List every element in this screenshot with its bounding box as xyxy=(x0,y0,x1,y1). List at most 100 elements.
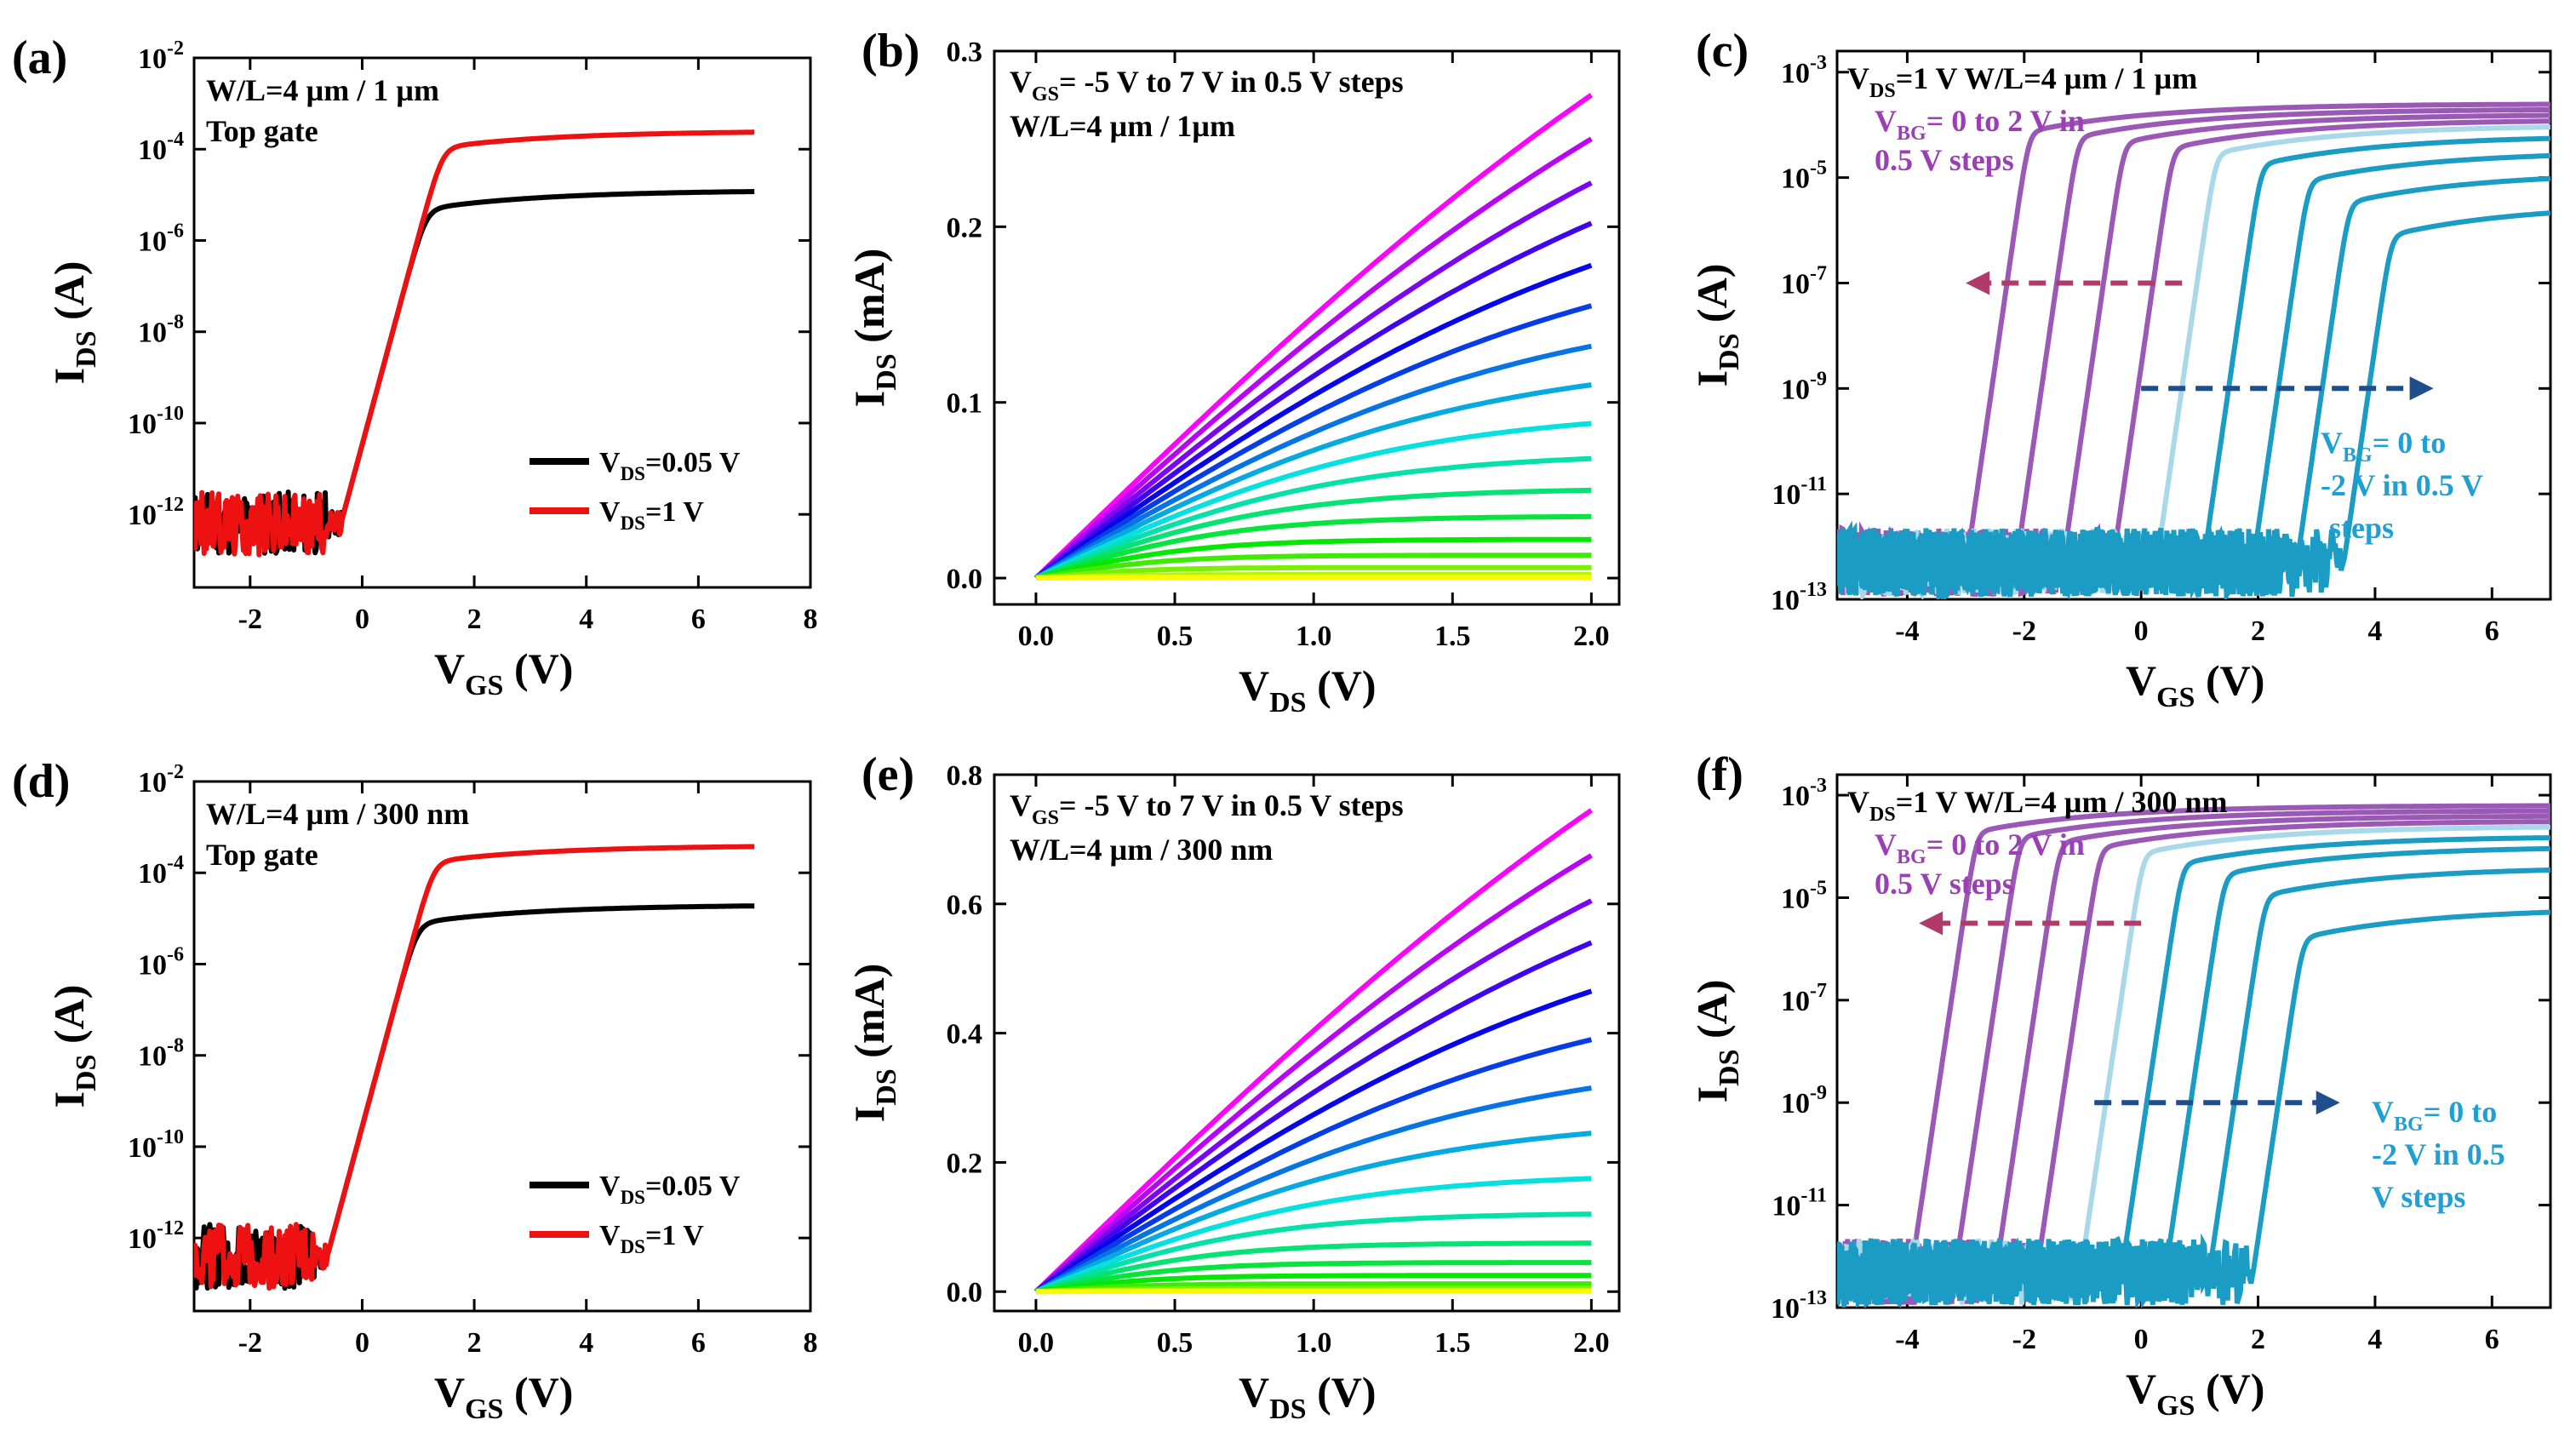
x-tick-label: 6 xyxy=(691,604,706,635)
x-tick-label: 6 xyxy=(2485,1324,2499,1355)
annotation: V steps xyxy=(2372,1180,2465,1214)
series-line xyxy=(1033,808,1594,1294)
annotation: W/L=4 µm / 300 nm xyxy=(206,797,469,831)
series-line xyxy=(1034,220,1593,581)
plot-area xyxy=(194,129,756,558)
x-tick-label: -2 xyxy=(2012,615,2036,647)
y-tick-label: 10-3 xyxy=(1781,52,1827,89)
annotation: W/L=4 µm / 1µm xyxy=(1010,109,1235,143)
series-line xyxy=(1035,1281,1592,1295)
series-line xyxy=(1035,564,1592,581)
x-axis-label: VGS (V) xyxy=(434,644,573,701)
x-axis-label: VGS (V) xyxy=(2126,1365,2264,1422)
y-tick-label: 10-8 xyxy=(138,312,184,349)
y-tick-label: 0.8 xyxy=(947,760,983,792)
x-tick-label: -2 xyxy=(238,1327,262,1359)
x-tick-label: -4 xyxy=(1895,615,1919,647)
x-tick-label: 4 xyxy=(2367,1324,2382,1355)
plot-frame xyxy=(192,780,812,1313)
y-tick-label: 10-2 xyxy=(138,37,184,75)
legend-label: VDS=0.05 V xyxy=(599,1171,741,1208)
panel-label: (e) xyxy=(862,748,914,801)
x-tick-label: 0 xyxy=(2134,1324,2149,1355)
series-line xyxy=(1837,909,2550,1308)
x-tick-label: 1.5 xyxy=(1434,1327,1471,1359)
plot-area xyxy=(1837,803,2550,1308)
series-line xyxy=(1837,118,2550,598)
chart-panel-b: 0.0 0.5 1.0 1.5 2.0 0.0 0.1 0.2 0.3 VDS (V) IDS (m… xyxy=(845,25,1621,718)
y-tick-label: 0.2 xyxy=(947,212,983,243)
y-tick-label: 10-11 xyxy=(1772,473,1827,511)
y-tick-label: 10-8 xyxy=(138,1035,184,1073)
series-line xyxy=(1837,124,2550,599)
panel-label: (a) xyxy=(12,31,67,84)
y-axis-label: IDS (A) xyxy=(45,985,102,1108)
series-line xyxy=(194,129,756,558)
panel-label: (b) xyxy=(862,25,919,77)
series-line xyxy=(1837,152,2550,599)
y-tick-label: 10-6 xyxy=(138,220,184,257)
series-line xyxy=(1034,1037,1593,1294)
y-tick-label: 10-10 xyxy=(128,1126,184,1164)
y-tick-label: 10-3 xyxy=(1781,775,1827,812)
series-line xyxy=(1034,303,1593,581)
y-tick-label: 10-13 xyxy=(1771,579,1827,616)
arrow-head xyxy=(1919,911,1943,936)
series-line xyxy=(1034,180,1593,581)
annotation: 0.5 V steps xyxy=(1875,867,2014,901)
y-tick-label: 10-6 xyxy=(138,943,184,981)
x-axis-label: VGS (V) xyxy=(2126,656,2264,713)
y-tick-label: 0.2 xyxy=(947,1148,983,1179)
x-tick-label: 8 xyxy=(804,604,818,635)
annotation: W/L=4 µm / 300 nm xyxy=(1010,833,1273,867)
y-tick-label: 10-5 xyxy=(1781,877,1827,914)
y-tick-label: 0.0 xyxy=(947,1277,983,1308)
chart-panel-d: -2 0 2 4 6 8 10-12 10-10 10-8 10-6 10-4 10-2 VGS (V)… xyxy=(12,755,818,1425)
x-axis-label: VGS (V) xyxy=(434,1368,573,1425)
plot-frame xyxy=(993,773,1621,1313)
annotation: Top gate xyxy=(206,838,318,872)
x-tick-label: 8 xyxy=(804,1327,818,1359)
y-tick-label: 10-4 xyxy=(138,129,184,166)
plot-frame xyxy=(1835,773,2552,1309)
series-line xyxy=(1035,575,1592,581)
panel-label: (d) xyxy=(12,755,70,808)
arrow-head xyxy=(1966,271,1990,295)
x-tick-label: 4 xyxy=(2367,615,2382,647)
y-tick-label: 0.0 xyxy=(947,564,983,595)
y-tick-label: 10-9 xyxy=(1781,368,1827,405)
x-tick-label: 0.0 xyxy=(1018,621,1055,652)
x-tick-label: 2 xyxy=(467,604,482,635)
annotation: VGS= -5 V to 7 V in 0.5 V steps xyxy=(1010,788,1404,829)
series-line xyxy=(1034,1176,1592,1294)
series-line xyxy=(194,844,756,1291)
chart-panel-c: -4 -2 0 2 4 6 10-13 10-11 10-9 10-7 10-5 10-3 VGS (V… xyxy=(1688,25,2552,713)
series-line xyxy=(1034,1131,1592,1294)
annotation: -2 V in 0.5 xyxy=(2372,1137,2505,1171)
y-axis-label: IDS (A) xyxy=(45,261,102,385)
annotation: -2 V in 0.5 V xyxy=(2321,468,2483,502)
x-tick-label: 2 xyxy=(2251,1324,2265,1355)
x-tick-label: -4 xyxy=(1895,1324,1919,1355)
annotation: VBG= 0 to 2 V in xyxy=(1875,104,2085,145)
series-line xyxy=(1033,93,1594,581)
series-line xyxy=(1033,136,1593,581)
x-tick-label: 1.5 xyxy=(1434,621,1471,652)
series-line xyxy=(1034,898,1593,1294)
annotation: Top gate xyxy=(206,114,318,148)
x-tick-label: 2.0 xyxy=(1573,1327,1610,1359)
annotation: VBG= 0 to xyxy=(2372,1095,2497,1136)
y-axis-label: IDS (mA) xyxy=(845,249,902,408)
y-axis-label: IDS (A) xyxy=(1688,264,1745,387)
y-axis-label: IDS (A) xyxy=(1688,980,1745,1103)
y-tick-label: 0.4 xyxy=(947,1019,983,1051)
series-line xyxy=(1035,1240,1592,1295)
plot-frame xyxy=(993,49,1621,606)
x-axis-label: VDS (V) xyxy=(1239,661,1377,718)
plot-area xyxy=(1837,101,2550,599)
x-tick-label: 1.0 xyxy=(1296,1327,1332,1359)
panel-label: (f) xyxy=(1696,748,1743,801)
x-tick-label: 0 xyxy=(355,1327,369,1359)
series-line xyxy=(1034,988,1593,1294)
